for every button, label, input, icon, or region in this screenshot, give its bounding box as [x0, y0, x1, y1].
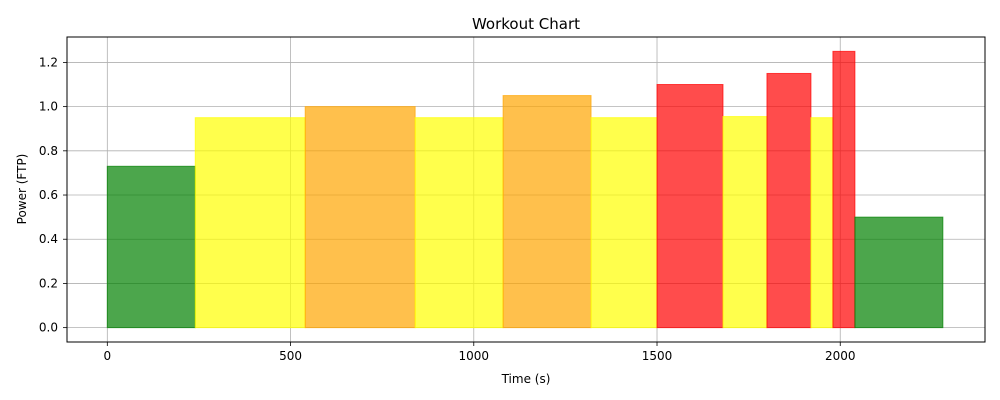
- x-axis-label: Time (s): [501, 372, 551, 386]
- interval-bar-6: [590, 117, 658, 329]
- interval-bars: [106, 50, 944, 329]
- x-tick-label: 1000: [459, 349, 490, 363]
- interval-bar-1: [106, 165, 196, 329]
- x-tick-label: 0: [103, 349, 111, 363]
- interval-bar-7: [656, 84, 724, 329]
- interval-bar-4: [414, 117, 504, 329]
- y-axis-label: Power (FTP): [15, 154, 29, 225]
- plot-frame: [66, 36, 986, 343]
- y-tick-label: 1.0: [39, 100, 58, 114]
- y-tick-label: 1.2: [39, 55, 58, 69]
- interval-bar-11: [832, 50, 856, 329]
- x-tick-label: 500: [279, 349, 302, 363]
- axis-ticks: 0 500 1000 1500 2000 0.0 0.2 0.4 0.6 0.8 1.0 1.2: [39, 55, 856, 363]
- interval-bar-9: [766, 72, 812, 329]
- y-tick-label: 0.6: [39, 188, 58, 202]
- x-tick-label: 2000: [825, 349, 856, 363]
- y-tick-label: 0.8: [39, 144, 58, 158]
- interval-bar-12: [854, 216, 944, 329]
- x-tick-label: 1500: [642, 349, 673, 363]
- y-tick-label: 0.0: [39, 321, 58, 335]
- interval-bar-10: [810, 117, 834, 329]
- interval-bar-5: [502, 95, 592, 329]
- y-tick-label: 0.4: [39, 232, 58, 246]
- y-tick-label: 0.2: [39, 276, 58, 290]
- chart-title: Workout Chart: [472, 15, 580, 33]
- interval-bar-8: [722, 116, 768, 329]
- interval-bar-3: [304, 106, 416, 329]
- interval-bar-2: [194, 117, 306, 329]
